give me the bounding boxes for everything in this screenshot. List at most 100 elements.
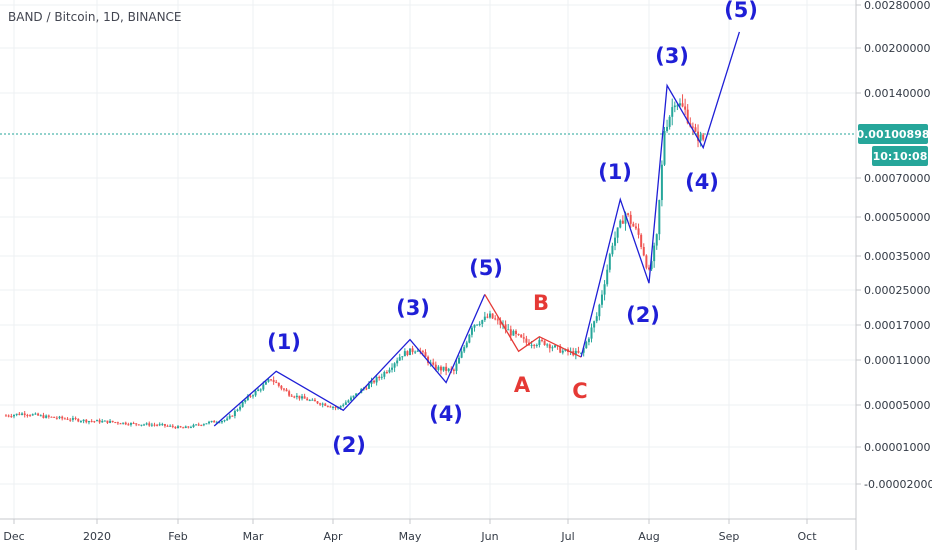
candle-body bbox=[252, 395, 254, 397]
candle-body bbox=[409, 348, 411, 356]
y-axis-ticks: 0.00280000 0.00200000 0.00140000 0.00070000… bbox=[856, 0, 932, 491]
candle-body bbox=[228, 415, 231, 419]
candle-body bbox=[691, 126, 694, 128]
candle-body bbox=[522, 337, 525, 339]
candle-body bbox=[673, 105, 676, 108]
wave-label: (4) bbox=[685, 170, 719, 194]
candle-body bbox=[77, 418, 80, 422]
candle-body bbox=[267, 379, 270, 382]
candle-body bbox=[535, 344, 538, 346]
candle-body bbox=[452, 369, 455, 371]
candle-body bbox=[332, 406, 334, 408]
y-tick-label: 0.00025000 bbox=[864, 284, 930, 297]
candle-body bbox=[515, 330, 517, 335]
candle-body bbox=[208, 421, 211, 424]
candle-body bbox=[414, 351, 417, 353]
candle-body bbox=[200, 424, 203, 426]
y-tick-label: 0.00017000 bbox=[864, 319, 930, 332]
candle-body bbox=[458, 357, 461, 364]
candle-body bbox=[135, 423, 138, 425]
candle-body bbox=[352, 395, 355, 398]
candle-body bbox=[63, 418, 66, 420]
candle-body bbox=[582, 348, 585, 353]
candle-body bbox=[587, 338, 590, 343]
candle-body bbox=[290, 395, 293, 397]
x-tick-label: Aug bbox=[638, 530, 659, 543]
candle-body bbox=[463, 347, 466, 352]
candle-body bbox=[481, 320, 484, 324]
candle-body bbox=[10, 416, 13, 418]
candle-body bbox=[137, 424, 140, 426]
candle-body bbox=[21, 413, 24, 415]
candle-body bbox=[71, 418, 74, 420]
candle-body bbox=[226, 418, 229, 421]
x-tick-label: 2020 bbox=[83, 530, 111, 543]
candles bbox=[4, 94, 705, 429]
candle-body bbox=[470, 327, 473, 335]
candle-body bbox=[50, 416, 53, 418]
candle-body bbox=[608, 254, 611, 270]
candle-body bbox=[520, 334, 523, 338]
candle-body bbox=[574, 350, 577, 356]
candle-body bbox=[74, 418, 77, 420]
candle-body bbox=[391, 367, 394, 370]
candle-body bbox=[465, 342, 468, 348]
countdown-box bbox=[872, 146, 928, 166]
wave-label: (2) bbox=[332, 433, 366, 457]
candle-body bbox=[439, 366, 442, 371]
axes bbox=[0, 0, 857, 550]
x-tick-label: Feb bbox=[168, 530, 187, 543]
candle-body bbox=[140, 424, 143, 426]
candle-body bbox=[29, 415, 32, 417]
candle-body bbox=[98, 420, 101, 423]
candle-body bbox=[650, 261, 653, 270]
candle-body bbox=[205, 423, 208, 425]
candle-body bbox=[313, 399, 316, 402]
candle-body bbox=[37, 413, 40, 416]
candle-body bbox=[538, 339, 541, 345]
candle-body bbox=[424, 352, 427, 357]
candle-body bbox=[90, 421, 93, 423]
candle-body bbox=[189, 427, 192, 429]
wave-labels: (1) (2) (3) (4) (5) A B C (1) (2) (3) (4) (5) bbox=[267, 0, 758, 457]
wave-lines bbox=[213, 31, 741, 427]
candle-body bbox=[365, 388, 368, 390]
y-tick-label: 0.00070000 bbox=[864, 172, 930, 185]
candle-body bbox=[114, 422, 117, 424]
candle-body bbox=[401, 356, 404, 358]
candle-body bbox=[329, 406, 332, 408]
candle-body bbox=[272, 380, 275, 382]
y-tick-label: 0.00140000 bbox=[864, 87, 930, 100]
candle-body bbox=[174, 426, 177, 429]
candle-body bbox=[34, 413, 37, 415]
candle-body bbox=[694, 127, 697, 132]
candle-body bbox=[491, 313, 494, 319]
candle-body bbox=[316, 401, 319, 404]
candle-body bbox=[231, 415, 234, 417]
candle-body bbox=[244, 399, 247, 402]
candle-body bbox=[270, 379, 273, 381]
candle-body bbox=[684, 106, 687, 110]
y-tick-label: -0.00002000 bbox=[864, 478, 932, 491]
candle-body bbox=[509, 329, 512, 336]
x-axis-ticks: Dec 2020 Feb Mar Apr May Jun Jul Aug Sep Oct bbox=[3, 519, 817, 543]
candle-body bbox=[280, 385, 283, 389]
candle-body bbox=[282, 388, 285, 390]
candle-body bbox=[489, 313, 491, 318]
candle-body bbox=[321, 403, 324, 405]
candle-body bbox=[285, 389, 288, 392]
candle-body bbox=[132, 423, 135, 425]
candle-body bbox=[127, 424, 130, 426]
candle-body bbox=[611, 245, 614, 255]
candle-body bbox=[621, 220, 624, 224]
candle-body bbox=[429, 362, 432, 364]
candle-body bbox=[559, 346, 562, 353]
x-tick-label: Apr bbox=[323, 530, 343, 543]
y-tick-label: 0.00280000 bbox=[864, 0, 930, 12]
candle-body bbox=[116, 422, 119, 424]
candle-body bbox=[124, 422, 127, 425]
candle-body bbox=[411, 348, 414, 352]
candle-body bbox=[324, 403, 327, 406]
candle-body bbox=[202, 424, 205, 426]
